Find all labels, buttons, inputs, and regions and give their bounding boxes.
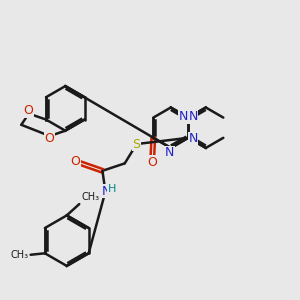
Text: O: O [148, 156, 157, 169]
Text: O: O [44, 132, 54, 145]
Text: N: N [165, 146, 174, 159]
Text: S: S [133, 138, 141, 151]
Text: N: N [102, 184, 112, 197]
Text: O: O [70, 155, 80, 168]
Text: O: O [23, 104, 33, 117]
Text: CH₃: CH₃ [82, 192, 100, 202]
Text: CH₃: CH₃ [10, 250, 28, 260]
Text: N: N [179, 110, 188, 123]
Text: H: H [108, 184, 116, 194]
Text: N: N [188, 132, 198, 145]
Text: N: N [188, 110, 198, 123]
